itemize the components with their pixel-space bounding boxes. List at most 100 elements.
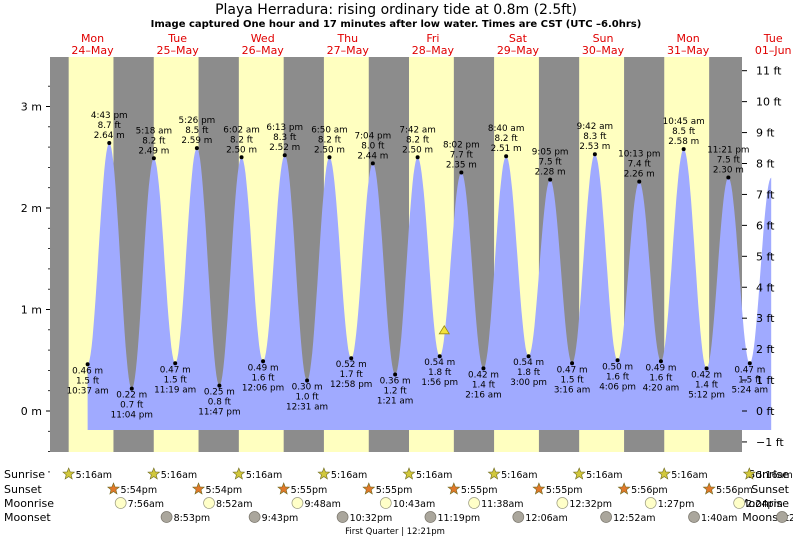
sunset-time: 5:55pm <box>291 485 328 496</box>
sunset-icon <box>447 482 461 495</box>
tide-label: 0.46 m <box>72 366 103 376</box>
tide-label: 8.7 ft <box>98 121 122 131</box>
sunset-icon <box>192 482 205 495</box>
sunrise-time: 5:16am <box>161 470 197 481</box>
day-name: Mon <box>677 32 700 45</box>
tide-point <box>217 383 222 388</box>
tide-label: 8.2 ft <box>142 136 166 146</box>
tide-label: 8.2 ft <box>230 135 254 145</box>
sunset-icon <box>277 482 291 495</box>
sunrise-time: 5:16am <box>671 470 707 481</box>
tide-label: 2.50 m <box>402 145 433 155</box>
tide-label: 0.25 m <box>204 388 235 398</box>
moonset-icon <box>160 511 173 523</box>
tide-label: 4:06 pm <box>599 382 636 392</box>
m-axis-tick-label: 3 m <box>21 101 42 114</box>
tide-point <box>261 359 266 364</box>
tide-label: 1.4 ft <box>472 380 496 390</box>
tide-point <box>370 161 375 166</box>
sunrise-time: 5:16am <box>246 470 282 481</box>
moonrise-icon <box>733 497 746 509</box>
tide-label: 0.7 ft <box>120 401 144 411</box>
tide-label: 4:43 pm <box>91 111 128 121</box>
sunset-time: 5:54pm <box>206 485 243 496</box>
tide-point <box>327 155 332 160</box>
tide-label: 2.58 m <box>668 137 699 147</box>
moonset-icon <box>600 511 612 523</box>
tide-label: 3:16 am <box>554 385 591 395</box>
moonrise-icon <box>556 497 569 509</box>
tide-label: 0.52 m <box>336 360 367 370</box>
tide-label: 0.22 m <box>116 391 147 401</box>
sunset-icon <box>107 482 120 495</box>
tide-point <box>570 361 575 366</box>
tide-label: 1.2 ft <box>384 386 408 396</box>
tide-point <box>349 356 354 361</box>
tide-label: 2.53 m <box>579 142 610 152</box>
tide-point <box>704 366 709 371</box>
tide-label: 2.28 m <box>535 168 566 178</box>
tide-label: 0.47 m <box>734 365 765 375</box>
moonrise-icon <box>468 497 480 509</box>
day-name: Mon <box>81 32 104 45</box>
tide-label: 2.49 m <box>138 146 169 156</box>
tide-label: 8.2 ft <box>318 135 342 145</box>
tide-label: 0.30 m <box>292 383 323 393</box>
moonrise-icon <box>644 497 657 509</box>
m-axis-tick-label: 0 m <box>21 405 42 418</box>
sunrise-icon <box>742 467 756 480</box>
sunset-time: 5:54pm <box>120 485 157 496</box>
sunrise-icon <box>317 467 331 480</box>
tide-label: 1:21 am <box>377 396 414 406</box>
moonrise-time: 9:48am <box>304 499 340 510</box>
tide-label: 2.35 m <box>446 160 477 170</box>
sunrise-row-label-left: Sunrise <box>4 468 45 481</box>
tide-point <box>747 361 752 366</box>
tide-label: 1.4 ft <box>695 380 719 390</box>
sunrise-row-label-right: Sunrise <box>748 468 789 481</box>
ft-axis-tick-label: 11 ft <box>756 65 782 78</box>
tide-label: 8.5 ft <box>185 126 209 136</box>
day-date: 29–May <box>497 44 540 57</box>
sunset-time: 5:55pm <box>376 485 413 496</box>
ft-axis-tick-label: 10 ft <box>756 96 782 109</box>
tide-label: 12:58 pm <box>330 380 372 390</box>
sunset-row-label-left: Sunset <box>4 483 42 496</box>
tide-point <box>393 372 398 377</box>
tide-point <box>459 170 464 175</box>
tide-point <box>526 354 531 359</box>
tide-label: 6:50 am <box>311 125 348 135</box>
tide-label: 5:24 am <box>732 385 769 395</box>
ft-axis-tick-label: 6 ft <box>756 219 775 232</box>
moonrise-time: 10:43am <box>393 499 435 510</box>
tide-point <box>305 378 310 383</box>
sunset-icon <box>532 482 546 495</box>
sunrise-icon <box>62 467 76 480</box>
day-name: Tue <box>167 32 187 45</box>
tide-label: 1.5 ft <box>164 375 188 385</box>
moonset-icon <box>688 511 700 523</box>
tide-point <box>151 156 156 161</box>
tide-label: 0.54 m <box>513 358 544 368</box>
tide-label: 10:45 am <box>663 117 705 127</box>
moonrise-icon <box>379 497 392 509</box>
ft-axis-tick-label: 5 ft <box>756 250 775 263</box>
ft-axis-tick-label: 1 ft <box>756 374 775 387</box>
sunrise-icon <box>232 467 246 480</box>
tide-label: 2.26 m <box>624 170 655 180</box>
tide-label: 8:02 pm <box>443 140 480 150</box>
tide-label: 7.5 ft <box>539 158 563 168</box>
sunrise-time: 5:16am <box>331 470 367 481</box>
moonset-time: 11:19pm <box>437 513 480 524</box>
tide-point <box>592 152 597 157</box>
moonrise-time: 2:24pm <box>746 499 783 510</box>
moonrise-icon <box>114 497 127 509</box>
tide-label: 6:13 pm <box>266 123 303 133</box>
day-date: 25–May <box>156 44 199 57</box>
tide-point <box>107 141 112 146</box>
moonset-time: 2:30am <box>789 513 793 524</box>
tide-label: 0.49 m <box>248 363 279 373</box>
sunrise-icon <box>572 467 586 480</box>
tide-label: 7:42 am <box>399 125 436 135</box>
tide-label: 8.5 ft <box>672 127 696 137</box>
